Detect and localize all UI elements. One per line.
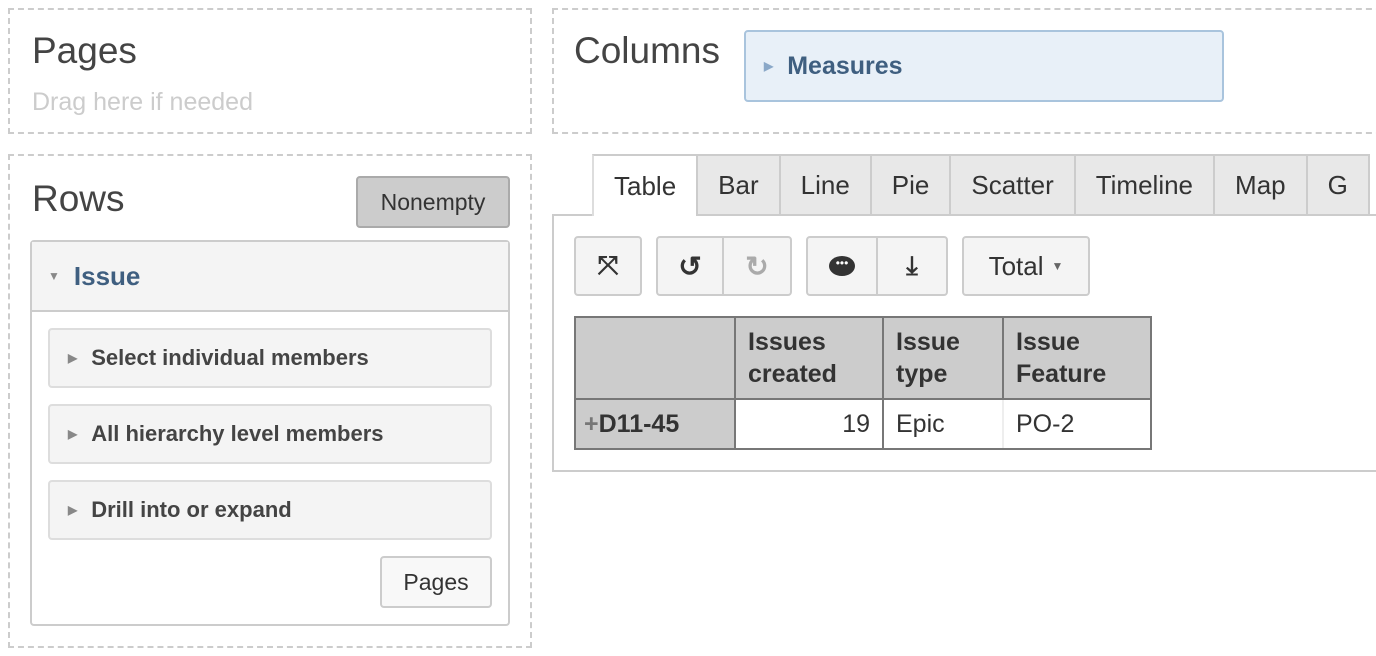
comment-button[interactable]: ••• xyxy=(806,236,878,296)
issue-header[interactable]: ▼ Issue xyxy=(32,242,508,312)
expand-icon: ⤧ xyxy=(597,250,619,280)
select-individual-members[interactable]: ▶ Select individual members xyxy=(48,328,492,388)
fullscreen-button[interactable]: ⤧ xyxy=(574,236,642,296)
rows-title: Rows xyxy=(32,178,125,219)
issue-panel xyxy=(30,240,510,626)
comment-icon: ••• xyxy=(829,256,855,276)
option-label: Select individual members xyxy=(91,345,369,370)
rows-dropzone[interactable]: Rows xyxy=(8,154,532,648)
tab-map[interactable]: Map xyxy=(1215,154,1308,216)
pages-hint: Drag here if needed xyxy=(32,88,253,116)
undo-button[interactable]: ↺ xyxy=(656,236,724,296)
table-header-row: Issues created Issue type Issue Feature xyxy=(574,316,1152,400)
download-button[interactable]: ⤓ xyxy=(876,236,948,296)
nonempty-button[interactable]: Nonempty xyxy=(356,176,510,228)
tab-more[interactable]: G xyxy=(1307,154,1370,216)
issue-label: Issue xyxy=(73,260,141,291)
cell-issue-type: Epic xyxy=(882,398,1004,450)
total-dropdown[interactable]: Total ▼ xyxy=(962,236,1090,296)
drill-into-or-expand[interactable]: ▶ Drill into or expand xyxy=(48,480,492,540)
caret-right-icon: ▶ xyxy=(68,427,78,441)
cell-issues-created: 19 xyxy=(734,398,884,450)
pages-title: Pages xyxy=(32,30,137,71)
columns-title: Columns xyxy=(574,30,720,71)
view-tabs: Table Bar Line Pie Scatter Timeline Map … xyxy=(592,154,1370,216)
pages-dropzone[interactable]: Pages Drag here if needed xyxy=(8,8,532,134)
tab-table[interactable]: Table xyxy=(592,154,699,216)
tab-scatter[interactable]: Scatter xyxy=(951,154,1076,216)
results-table: Issues created Issue type Issue Feature … xyxy=(574,316,1152,450)
caret-down-icon: ▼ xyxy=(1051,259,1064,273)
tab-bar[interactable]: Bar xyxy=(698,154,781,216)
caret-down-icon: ▼ xyxy=(48,269,60,283)
tab-line[interactable]: Line xyxy=(780,154,872,216)
caret-right-icon: ▶ xyxy=(68,351,78,365)
redo-button[interactable]: ↻ xyxy=(722,236,792,296)
header-corner xyxy=(574,316,736,400)
row-label: D11-45 xyxy=(598,409,680,438)
download-icon: ⤓ xyxy=(906,250,918,280)
all-hierarchy-level-members[interactable]: ▶ All hierarchy level members xyxy=(48,404,492,464)
measures-label: Measures xyxy=(787,51,903,80)
option-label: Drill into or expand xyxy=(91,497,292,522)
redo-icon: ↻ xyxy=(745,250,769,282)
undo-icon: ↺ xyxy=(678,250,702,282)
total-label: Total xyxy=(988,250,1044,281)
columns-dropzone[interactable]: Columns ▶ Measures xyxy=(552,8,1376,134)
caret-right-icon: ▶ xyxy=(764,59,774,73)
header-issues-created[interactable]: Issues created xyxy=(734,316,884,400)
tab-pie[interactable]: Pie xyxy=(871,154,952,216)
measures-item[interactable]: ▶ Measures xyxy=(744,30,1224,102)
row-header[interactable]: +D11-45 xyxy=(574,398,736,450)
tab-timeline[interactable]: Timeline xyxy=(1075,154,1216,216)
header-issue-type[interactable]: Issue type xyxy=(882,316,1004,400)
cell-issue-feature: PO-2 xyxy=(1002,398,1152,450)
expand-plus-icon[interactable]: + xyxy=(584,409,599,438)
header-issue-feature[interactable]: Issue Feature xyxy=(1002,316,1152,400)
pages-button[interactable]: Pages xyxy=(380,556,492,608)
option-label: All hierarchy level members xyxy=(91,421,384,446)
table-row: +D11-45 19 Epic PO-2 xyxy=(574,398,1152,450)
caret-right-icon: ▶ xyxy=(68,503,78,517)
